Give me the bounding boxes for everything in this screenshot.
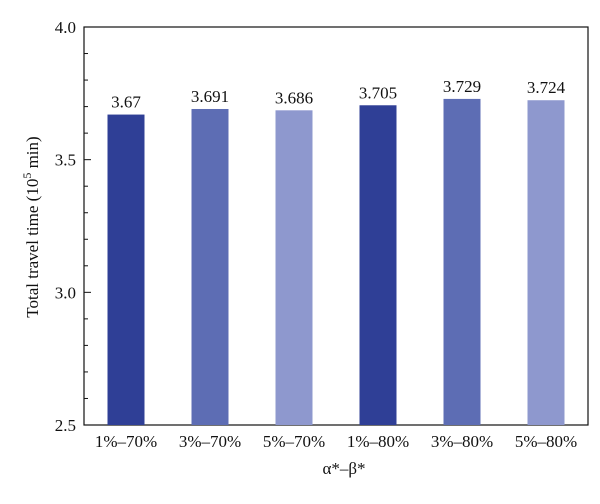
bar-value-label: 3.729 [443,77,481,96]
bars [107,98,565,426]
y-axis-title-exponent: 5 [20,173,34,179]
y-axis-ticks: 2.5 3.0 3.5 4.0 [55,18,91,435]
x-tick-label: 3%–80% [431,432,493,451]
y-tick-label: 3.0 [55,283,76,302]
x-axis-title: α*–β* [322,459,365,478]
bar [443,98,481,425]
y-tick-label: 4.0 [55,18,76,37]
x-tick-label: 5%–70% [263,432,325,451]
y-axis-title-unit: min) [23,136,42,172]
plot-frame [83,26,589,426]
x-tick-label: 1%–80% [347,432,409,451]
bar-value-label: 3.691 [191,87,229,106]
y-tick-label: 3.5 [55,151,76,170]
bar [191,108,229,425]
y-axis-title: Total travel time (105 min) [20,136,42,317]
x-axis-ticks: 1%–70% 3%–70% 5%–70% 1%–80% 3%–80% 5%–80% [95,432,577,451]
bar [527,100,565,426]
value-labels: 3.67 3.691 3.686 3.705 3.729 3.724 [111,77,566,112]
y-tick-label: 2.5 [55,416,76,435]
bar [107,114,145,425]
bar-value-label: 3.67 [111,93,141,112]
bar [275,110,313,425]
bar-value-label: 3.724 [527,78,566,97]
x-tick-label: 5%–80% [515,432,577,451]
x-tick-label: 1%–70% [95,432,157,451]
x-tick-label: 3%–70% [179,432,241,451]
plot-border [83,26,589,426]
bar [359,105,397,426]
y-axis-title-main: Total travel time (10 [23,179,42,318]
bar-value-label: 3.686 [275,88,313,107]
bar-value-label: 3.705 [359,83,397,102]
